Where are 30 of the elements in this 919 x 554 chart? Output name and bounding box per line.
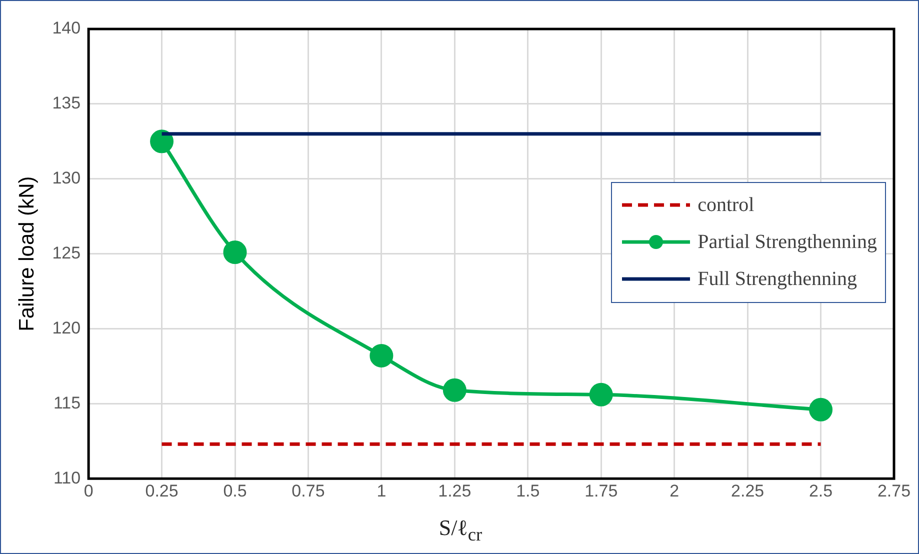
x-tick-label: 0: [84, 481, 94, 500]
y-tick-label: 140: [52, 18, 81, 38]
y-tick-label: 125: [52, 243, 81, 262]
point: [809, 398, 833, 422]
x-tick-label: 2.25: [731, 481, 764, 500]
point: [223, 240, 247, 264]
point: [442, 378, 466, 402]
x-tick-label: 1.25: [438, 481, 472, 500]
x-tick-label: 0.25: [145, 481, 178, 500]
y-axis-title: Failure load (kN): [15, 176, 38, 332]
y-tick-label: 135: [52, 94, 81, 113]
legend-label: control: [698, 194, 754, 217]
legend-label: Full Strengthenning: [698, 268, 858, 291]
point: [370, 344, 394, 368]
y-tick-label: 130: [52, 168, 81, 188]
point: [150, 130, 174, 154]
y-tick-label: 110: [53, 468, 81, 488]
x-tick-label: 0.5: [223, 481, 247, 500]
x-tick-label: 2.75: [877, 481, 911, 500]
x-tick-label: 2: [670, 481, 680, 500]
x-axis-title: S/ℓ$_{cr}$: [438, 515, 484, 546]
x-tick-label: 2.5: [808, 481, 833, 500]
x-tick-label: 1: [376, 481, 386, 500]
y-tick-label: 120: [52, 318, 81, 338]
x-tick-label: 0.75: [292, 481, 325, 500]
y-tick-label: 115: [53, 393, 81, 412]
point: [589, 382, 613, 406]
legend-label: Partial Strengthenning: [698, 230, 877, 254]
x-tick-label: 1.5: [516, 481, 540, 500]
x-tick-label: 1.75: [584, 481, 618, 500]
